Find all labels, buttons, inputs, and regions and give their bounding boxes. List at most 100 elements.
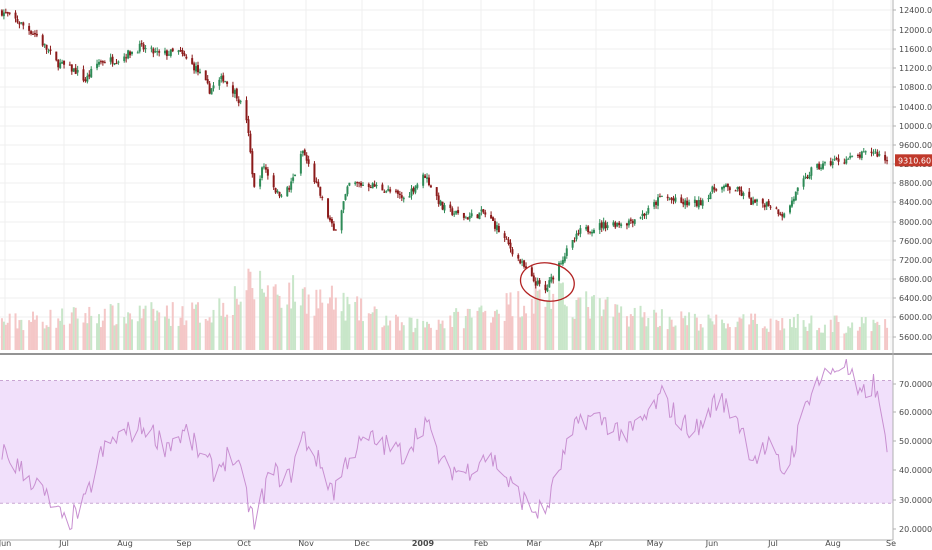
candle-body bbox=[253, 173, 256, 187]
candle-body bbox=[59, 62, 62, 69]
volume-bar bbox=[616, 304, 619, 350]
volume-bar bbox=[530, 299, 533, 350]
volume-bar bbox=[82, 322, 85, 350]
candle-body bbox=[876, 152, 879, 157]
volume-bar bbox=[305, 313, 308, 350]
candle-body bbox=[82, 69, 85, 81]
volume-bar bbox=[507, 304, 510, 350]
volume-bar bbox=[455, 308, 458, 350]
candle-body bbox=[631, 221, 634, 224]
volume-bar bbox=[655, 312, 658, 350]
volume-bar bbox=[523, 305, 526, 350]
volume-bar bbox=[0, 318, 3, 350]
volume-bar bbox=[468, 308, 471, 350]
candle-body bbox=[455, 210, 458, 214]
volume-bar bbox=[571, 317, 574, 350]
volume-bar bbox=[763, 326, 766, 350]
candle-body bbox=[76, 69, 79, 73]
volume-bar bbox=[278, 295, 281, 350]
volume-bar bbox=[573, 318, 576, 350]
candle-body bbox=[239, 101, 242, 103]
volume-bar bbox=[90, 315, 93, 350]
volume-bar bbox=[396, 316, 399, 350]
volume-bar bbox=[427, 323, 430, 350]
candle-body bbox=[43, 43, 46, 45]
price-tick-label: 8000.00 bbox=[899, 218, 932, 227]
volume-bar bbox=[490, 322, 493, 350]
volume-bar bbox=[266, 285, 269, 350]
volume-bar bbox=[666, 329, 669, 350]
volume-bar bbox=[604, 299, 607, 350]
candle-body bbox=[523, 260, 526, 267]
candle-body bbox=[886, 160, 889, 162]
candle-body bbox=[783, 213, 786, 218]
candle-body bbox=[278, 191, 281, 197]
candle-body bbox=[169, 49, 172, 56]
volume-bar bbox=[321, 302, 324, 350]
volume-bar bbox=[136, 321, 139, 350]
candle-body bbox=[548, 280, 551, 288]
candle-body bbox=[721, 186, 724, 190]
volume-bar bbox=[686, 325, 689, 350]
candle-body bbox=[577, 233, 580, 235]
volume-bar bbox=[299, 305, 302, 350]
volume-bar bbox=[754, 313, 757, 350]
volume-bar bbox=[517, 291, 520, 350]
volume-bar bbox=[777, 320, 780, 350]
candle-body bbox=[449, 204, 452, 208]
candle-body bbox=[657, 197, 660, 206]
candle-body bbox=[550, 276, 553, 282]
candle-body bbox=[422, 174, 425, 186]
candle-body bbox=[713, 187, 716, 190]
volume-bar bbox=[222, 302, 225, 350]
month-label: Feb bbox=[474, 539, 488, 548]
volume-bar bbox=[251, 288, 254, 350]
volume-bar bbox=[752, 319, 755, 350]
rsi-tick-label: 50.0000 bbox=[899, 437, 932, 446]
candle-body bbox=[734, 190, 737, 192]
volume-bar bbox=[385, 315, 388, 350]
volume-bar bbox=[538, 289, 541, 350]
candle-body bbox=[565, 248, 568, 256]
volume-bar bbox=[738, 317, 741, 350]
candle-body bbox=[138, 43, 141, 52]
volume-bar bbox=[191, 302, 194, 350]
candle-body bbox=[63, 60, 66, 65]
candle-body bbox=[443, 205, 446, 211]
volume-bar bbox=[790, 327, 793, 350]
candle-body bbox=[288, 188, 291, 190]
candle-body bbox=[761, 199, 764, 204]
volume-bar bbox=[886, 327, 889, 350]
volume-bar bbox=[127, 312, 130, 350]
candle-body bbox=[794, 191, 797, 201]
candle-body bbox=[16, 19, 19, 23]
candle-body bbox=[559, 263, 562, 265]
candle-body bbox=[558, 262, 561, 281]
volume-bar bbox=[645, 326, 648, 350]
candle-body bbox=[765, 201, 768, 207]
candle-body bbox=[286, 187, 289, 197]
price-tick-label: 11200.00 bbox=[899, 64, 932, 73]
volume-bar bbox=[713, 324, 716, 350]
volume-bar bbox=[561, 282, 564, 350]
volume-bar bbox=[358, 320, 361, 350]
volume-bar bbox=[620, 306, 623, 350]
candle-body bbox=[711, 186, 714, 192]
volume-bar bbox=[369, 313, 372, 350]
volume-bar bbox=[2, 321, 5, 350]
volume-bar bbox=[412, 332, 415, 350]
rsi-band-layer bbox=[0, 380, 893, 504]
candle-body bbox=[532, 275, 535, 282]
volume-bar bbox=[734, 327, 737, 350]
candle-body bbox=[833, 159, 836, 161]
candle-body bbox=[627, 220, 630, 226]
volume-bar bbox=[317, 308, 320, 350]
candle-body bbox=[142, 44, 145, 50]
volume-bar bbox=[55, 327, 58, 350]
volume-bar bbox=[740, 318, 743, 350]
volume-bar bbox=[858, 326, 861, 350]
candle-body bbox=[367, 183, 370, 187]
volume-bar bbox=[519, 317, 522, 350]
volume-bar bbox=[457, 311, 460, 350]
volume-bar bbox=[612, 316, 615, 350]
